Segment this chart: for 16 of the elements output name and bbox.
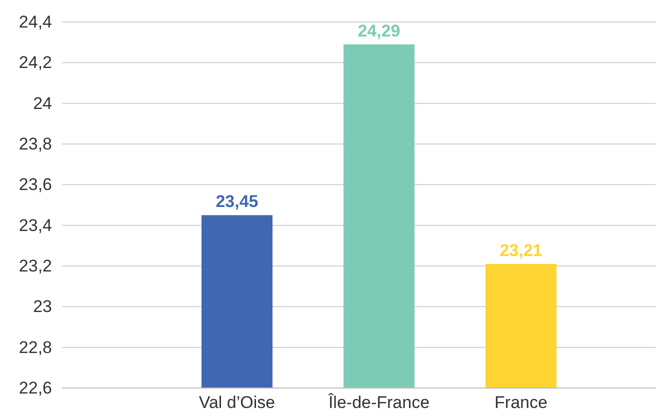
y-tick-label: 24,2 bbox=[18, 53, 52, 72]
y-tick-label: 23,8 bbox=[18, 134, 52, 154]
y-tick-label: 23 bbox=[33, 297, 52, 316]
x-tick-label: Val d’Oise bbox=[198, 393, 276, 412]
x-tick-label: France bbox=[494, 393, 548, 412]
y-tick-label: 23,6 bbox=[18, 175, 52, 194]
y-tick-label: 22,6 bbox=[18, 378, 52, 398]
y-tick-label: 24,4 bbox=[18, 12, 52, 32]
y-tick-label: 22,8 bbox=[18, 338, 52, 357]
y-tick-label: 23,4 bbox=[18, 216, 52, 235]
data-label: 23,21 bbox=[500, 240, 542, 260]
data-label: 24,29 bbox=[358, 21, 400, 40]
y-tick-label: 24 bbox=[33, 94, 52, 113]
x-tick-label: Île-de-France bbox=[327, 393, 430, 412]
data-label: 23,45 bbox=[216, 192, 258, 212]
y-tick-label: 23,2 bbox=[18, 256, 52, 276]
